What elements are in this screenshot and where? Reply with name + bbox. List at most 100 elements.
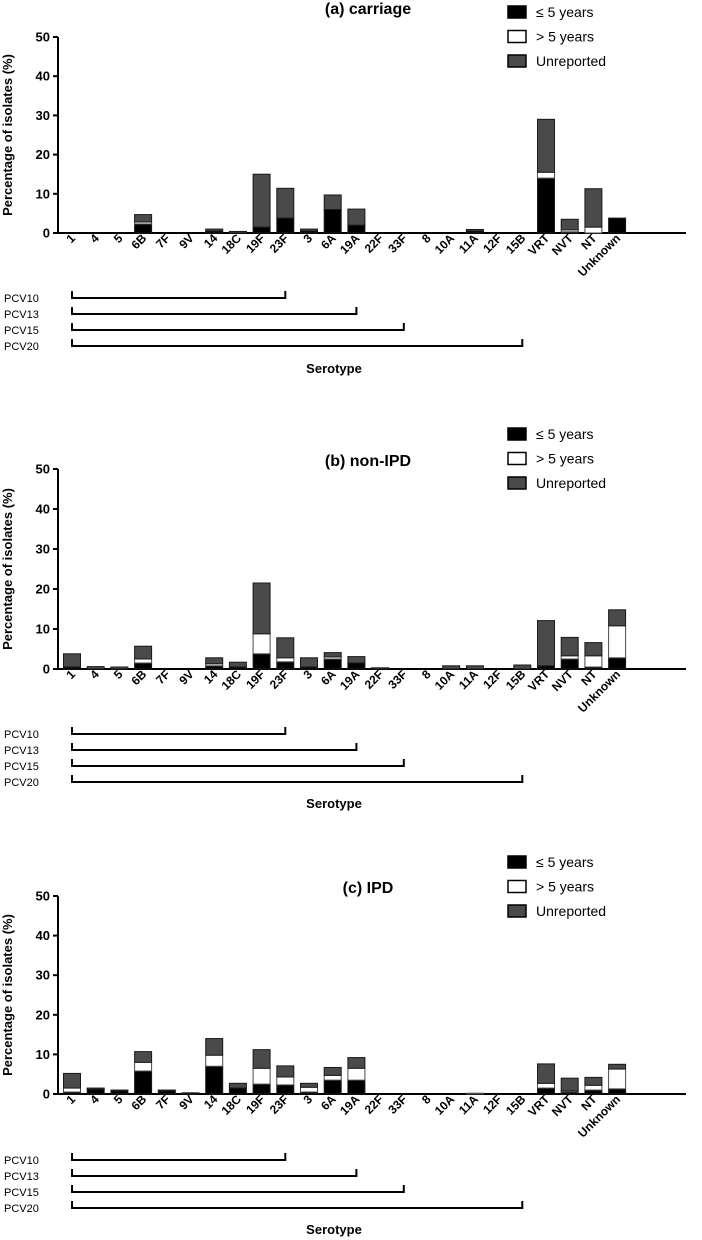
bar-segment-gt5 (537, 1082, 555, 1089)
legend-swatch (507, 476, 527, 490)
x-tick-label: 7F (153, 231, 173, 251)
bar-segment-le5 (252, 653, 271, 670)
y-tick-label: 30 (36, 968, 50, 983)
legend-swatch (507, 451, 527, 466)
bar-segment-le5 (608, 657, 627, 670)
y-tick-label: 0 (43, 226, 50, 241)
y-tick-label: 20 (36, 1007, 50, 1022)
bar-segment-unreported (134, 1051, 153, 1063)
legend-swatch (507, 54, 527, 68)
pcv-bracket (71, 1169, 358, 1177)
bar-segment-unreported (228, 661, 247, 668)
x-tick-label: 12F (480, 1092, 505, 1117)
bar-segment-unreported (347, 656, 366, 664)
bar-segment-unreported (157, 1089, 176, 1092)
bar-segment-le5 (252, 1083, 271, 1095)
y-tick-label: 10 (36, 1047, 50, 1062)
bar-segment-le5 (181, 1092, 200, 1095)
panel-title: (c) IPD (343, 880, 394, 897)
y-tick-label: 0 (43, 1087, 50, 1102)
bar-segment-le5 (276, 1084, 295, 1095)
x-tick-label: 22F (362, 667, 387, 692)
x-tick-label: NVT (549, 231, 576, 258)
panel-b: (b) non-IPD ≤ 5 years > 5 years Unreported 0… (0, 426, 686, 811)
legend-label: ≤ 5 years (536, 854, 593, 870)
bar-segment-le5 (134, 1070, 153, 1095)
x-tick-label: 9V (176, 231, 196, 251)
pcv-bracket (71, 291, 287, 299)
bar-segment-gt5 (608, 1068, 627, 1090)
x-axis-label: Serotype (306, 1222, 362, 1237)
bar-segment-gt5 (465, 1092, 484, 1095)
bar-segment-le5 (347, 224, 366, 234)
bar-segment-gt5 (300, 1086, 318, 1093)
panel-title: (a) carriage (325, 1, 411, 18)
y-tick-label: 20 (36, 582, 50, 597)
x-tick-label: 10A (432, 667, 458, 693)
bar-segment-unreported (323, 1066, 342, 1076)
bar-segment-unreported (86, 666, 105, 670)
pcv-label: PCV20 (4, 1203, 39, 1215)
legend-label: Unreported (536, 903, 606, 919)
pcv-label: PCV10 (4, 293, 39, 305)
x-tick-label: 11A (456, 667, 481, 692)
bar-segment-unreported (134, 214, 153, 223)
pcv-bracket (71, 743, 358, 751)
pcv-bracket (71, 307, 358, 315)
legend-swatch (507, 855, 527, 869)
y-axis-label: Percentage of isolates (%) (0, 488, 15, 650)
bar-segment-unreported (608, 609, 627, 627)
bar-segment-unreported (442, 665, 461, 670)
bar-segment-le5 (608, 217, 627, 234)
bar-segment-gt5 (134, 1061, 153, 1072)
pcv-label: PCV20 (4, 341, 39, 353)
x-tick-label: 33F (385, 231, 410, 256)
bar-segment-gt5 (252, 1067, 271, 1085)
bar-segment-gt5 (537, 171, 555, 179)
bar-segment-unreported (465, 665, 484, 670)
x-tick-label: 19A (337, 1092, 363, 1118)
bar-segment-unreported (252, 1049, 271, 1069)
bar-segment-unreported (205, 657, 224, 665)
bar-segment-unreported (584, 642, 603, 657)
x-tick-label: 6A (318, 1092, 339, 1113)
bar-segment-unreported (323, 652, 342, 658)
bar-segment-unreported (205, 1038, 224, 1056)
pcv-bracket (71, 1185, 405, 1193)
bar-segment-unreported (347, 1057, 366, 1069)
panel-title: (b) non-IPD (325, 453, 411, 470)
bar-segment-gt5 (608, 625, 627, 659)
x-tick-label: 33F (385, 1092, 410, 1117)
y-tick-label: 10 (36, 622, 50, 637)
x-tick-label: 6B (128, 1092, 149, 1113)
x-tick-label: VRT (525, 1092, 552, 1119)
bar-segment-unreported (371, 667, 390, 670)
bar-segment-unreported (252, 173, 271, 228)
pcv-label: PCV10 (4, 1155, 39, 1167)
bar-segment-unreported (537, 118, 555, 173)
bar-segment-gt5 (276, 657, 295, 663)
bar-segment-unreported (465, 228, 484, 232)
legend-label: ≤ 5 years (536, 4, 593, 20)
legend-swatch (507, 5, 527, 19)
y-tick-label: 50 (36, 30, 50, 45)
bar-segment-le5 (276, 661, 295, 670)
x-tick-label: 9V (176, 1092, 196, 1112)
x-tick-label: 6B (128, 231, 149, 252)
y-tick-label: 50 (36, 889, 50, 904)
bar-segment-unreported (537, 620, 555, 667)
x-tick-label: 23F (267, 231, 292, 256)
bar-segment-gt5 (63, 1087, 81, 1093)
bar-segment-gt5 (276, 1076, 295, 1086)
bar-segment-le5 (323, 658, 342, 670)
bar-segment-unreported (560, 636, 579, 657)
legend-swatch (507, 29, 527, 44)
bar-segment-unreported (584, 188, 603, 228)
pcv-bracket (71, 775, 524, 783)
bar-segment-le5 (323, 208, 342, 234)
x-tick-label: 22F (362, 1092, 387, 1117)
pcv-label: PCV15 (4, 325, 39, 337)
y-tick-label: 20 (36, 147, 50, 162)
x-tick-label: 19F (243, 231, 268, 256)
